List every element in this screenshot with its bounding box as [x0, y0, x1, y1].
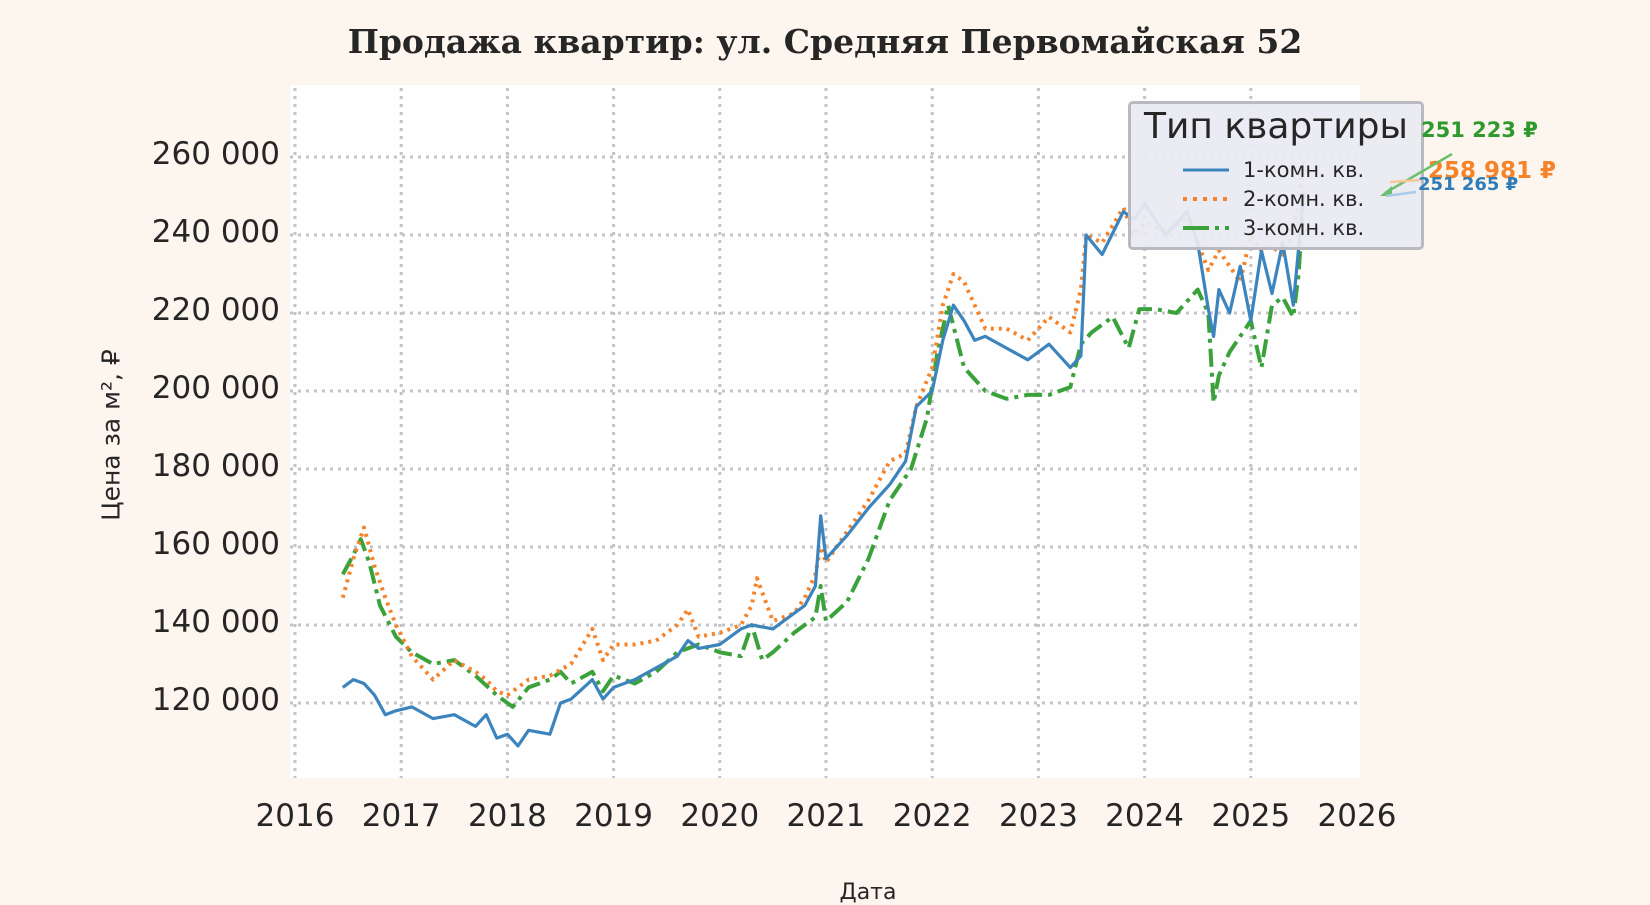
legend-item-2room: 2-комн. кв.	[1183, 185, 1364, 213]
y-tick-label: 200 000	[151, 370, 280, 406]
annotation-1room-last: 251 265 ₽	[1418, 174, 1519, 195]
dashdot-line-icon	[1183, 226, 1229, 230]
chart-title: Продажа квартир: ул. Средняя Первомайска…	[347, 22, 1303, 61]
series-line-3room	[341, 191, 1306, 709]
x-tick-label: 2026	[1317, 798, 1397, 834]
x-tick-label: 2018	[467, 798, 547, 834]
series-line-1room	[341, 190, 1306, 748]
dotted-line-icon	[1183, 197, 1229, 201]
y-tick-label: 120 000	[151, 682, 280, 718]
legend-label: 3-комн. кв.	[1243, 216, 1365, 240]
annotation-3room-last: 251 223 ₽	[1421, 118, 1538, 142]
y-tick-label: 140 000	[151, 604, 280, 640]
x-tick-label: 2022	[892, 798, 972, 834]
x-tick-label: 2025	[1211, 798, 1291, 834]
y-tick-label: 180 000	[151, 448, 280, 484]
y-tick-label: 160 000	[151, 526, 280, 562]
x-tick-label: 2023	[998, 798, 1078, 834]
y-tick-label: 260 000	[151, 136, 280, 172]
x-tick-label: 2024	[1105, 798, 1185, 834]
x-tick-label: 2019	[574, 798, 654, 834]
legend-item-1room: 1-комн. кв.	[1183, 156, 1364, 184]
x-tick-label: 2017	[361, 798, 441, 834]
legend-title: Тип квартиры	[1144, 106, 1408, 147]
x-tick-label: 2016	[255, 798, 335, 834]
legend-label: 2-комн. кв.	[1243, 187, 1365, 211]
solid-line-icon	[1183, 168, 1229, 172]
legend: Тип квартиры 1-комн. кв. 2-комн. кв. 3-к…	[1128, 101, 1424, 250]
x-tick-label: 2020	[680, 798, 760, 834]
y-tick-label: 220 000	[151, 292, 280, 328]
legend-label: 1-комн. кв.	[1243, 158, 1365, 182]
x-tick-label: 2021	[786, 798, 866, 834]
y-tick-label: 240 000	[151, 214, 280, 250]
legend-item-3room: 3-комн. кв.	[1183, 214, 1364, 242]
